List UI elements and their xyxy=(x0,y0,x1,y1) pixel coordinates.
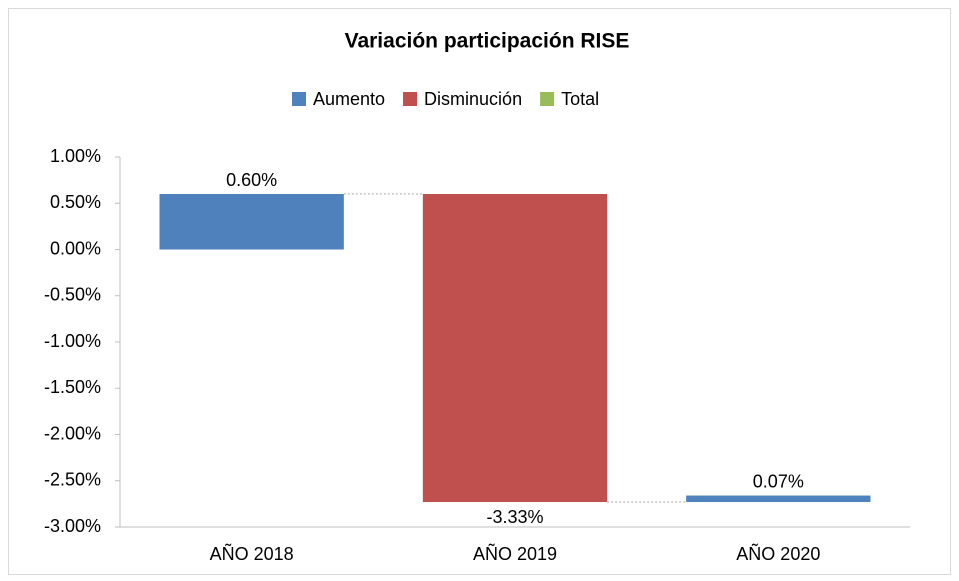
x-tick-label: AÑO 2019 xyxy=(473,543,557,564)
bar xyxy=(159,194,344,250)
data-label: 0.07% xyxy=(753,471,804,491)
data-label: -3.33% xyxy=(486,507,543,527)
x-tick-label: AÑO 2020 xyxy=(736,543,820,564)
y-tick-label: -0.50% xyxy=(44,285,101,305)
y-tick-label: -1.50% xyxy=(44,377,101,397)
bar xyxy=(422,194,608,503)
legend-swatch xyxy=(403,92,418,106)
y-tick-label: -2.00% xyxy=(44,423,101,443)
y-tick-label: 0.00% xyxy=(50,238,101,258)
y-tick-label: -2.50% xyxy=(44,470,101,490)
data-label: 0.60% xyxy=(226,170,277,190)
legend-label: Total xyxy=(561,89,599,109)
legend-label: Disminución xyxy=(424,89,522,109)
legend-swatch xyxy=(292,92,306,106)
chart-title: Variación participación RISE xyxy=(345,30,630,53)
y-tick-label: 0.50% xyxy=(50,192,101,212)
legend-swatch xyxy=(540,92,555,106)
bar xyxy=(686,495,871,503)
legend-label: Aumento xyxy=(313,89,385,109)
x-tick-label: AÑO 2018 xyxy=(210,543,294,564)
y-tick-label: -1.00% xyxy=(44,331,101,351)
y-tick-label: -3.00% xyxy=(44,516,101,536)
y-tick-label: 1.00% xyxy=(50,146,101,166)
